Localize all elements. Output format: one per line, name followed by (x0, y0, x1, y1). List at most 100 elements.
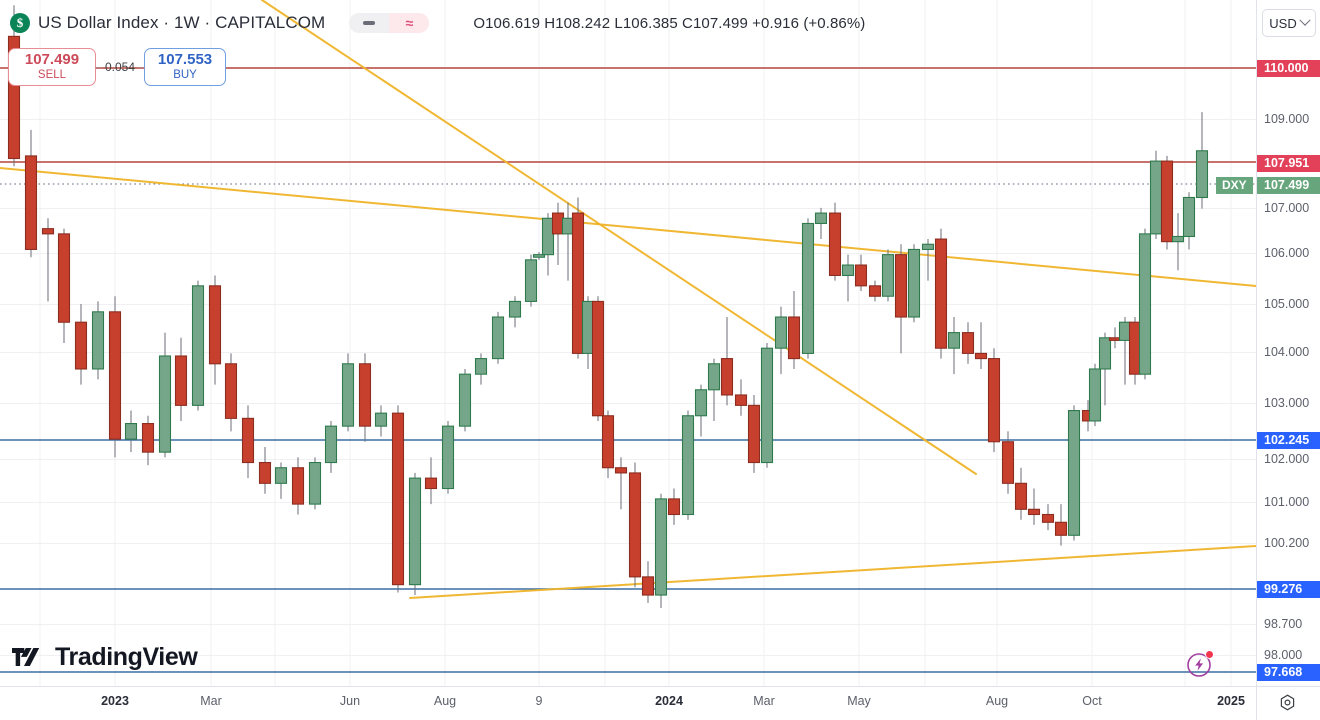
candle (358, 353, 372, 442)
candle (1160, 155, 1174, 250)
price-badge[interactable]: 102.245 (1257, 432, 1320, 449)
candle (787, 291, 801, 369)
price-tick: 101.000 (1264, 495, 1310, 509)
candle (987, 348, 1001, 453)
candlestick-series (7, 5, 1209, 609)
candle (921, 239, 935, 281)
price-badge[interactable]: 107.951 (1257, 155, 1320, 172)
buy-price: 107.553 (157, 50, 213, 68)
candle (1171, 213, 1185, 271)
candle (814, 207, 828, 240)
candle (667, 488, 681, 525)
candle (24, 129, 38, 258)
candle (408, 472, 422, 596)
candle (641, 561, 655, 603)
spread-value: 0.054 (94, 60, 146, 74)
time-tick: 2023 (101, 694, 129, 708)
candle (681, 410, 695, 520)
price-tick: 104.000 (1264, 345, 1310, 359)
candle (1098, 332, 1112, 406)
price-level-lines[interactable] (0, 67, 1256, 673)
time-tick: Mar (753, 694, 775, 708)
series-legend-badge[interactable]: DXY (1216, 177, 1253, 194)
chart-plot-area[interactable] (0, 0, 1256, 686)
candle (1149, 150, 1163, 240)
candle (1138, 228, 1152, 380)
candle (1027, 488, 1041, 525)
candlestick-chart (0, 0, 1256, 686)
candle (141, 415, 155, 466)
sell-button[interactable]: 107.499 SELL (8, 47, 96, 86)
price-badge[interactable]: 99.276 (1257, 581, 1320, 598)
candle (551, 202, 565, 266)
buy-label: BUY (173, 68, 197, 81)
price-badge[interactable]: 97.668 (1257, 664, 1320, 681)
realtime-lightning-icon[interactable] (1186, 650, 1214, 678)
candle (654, 493, 668, 609)
candle (614, 457, 628, 510)
currency-selector[interactable]: USD (1262, 9, 1316, 37)
price-scale[interactable]: 109.000 107.000 106.000 105.000 104.000 103.0… (1256, 0, 1320, 686)
time-scale[interactable]: 2023 Mar Jun Aug 9 2024 Mar May Aug Oct 2025 (0, 686, 1320, 720)
notification-dot-icon (1205, 650, 1214, 659)
candle (324, 420, 338, 473)
candle (707, 358, 721, 421)
grid-lines (0, 119, 1256, 656)
candle (581, 296, 595, 369)
candle (694, 384, 708, 437)
candle (474, 353, 488, 385)
candle (1041, 504, 1055, 531)
candle (801, 218, 815, 359)
time-tick: Aug (433, 694, 457, 708)
candle (241, 405, 255, 479)
time-tick: Mar (200, 694, 222, 708)
price-tick: 98.000 (1264, 648, 1303, 662)
candle (1128, 317, 1142, 385)
candle (91, 301, 105, 380)
price-badge[interactable]: 107.499 (1257, 177, 1320, 194)
time-tick: Jun (339, 694, 361, 708)
candle (881, 249, 895, 302)
currency-value: USD (1269, 15, 1297, 31)
price-tick: 98.700 (1264, 617, 1303, 631)
price-tick: 107.000 (1264, 201, 1310, 215)
candle (291, 457, 305, 515)
candle (491, 311, 505, 364)
lightning-bolt-icon (1187, 653, 1211, 677)
candle (961, 322, 975, 364)
candle (524, 254, 538, 307)
tradingview-mark-icon (12, 648, 40, 666)
time-tick: Aug (985, 694, 1009, 708)
price-tick: 109.000 (1264, 112, 1310, 126)
tradingview-wordmark: TradingView (55, 643, 198, 671)
order-widget[interactable]: 107.499 SELL 0.054 107.553 BUY (8, 46, 227, 88)
time-tick: 9 (535, 694, 543, 708)
price-tick: 106.000 (1264, 246, 1310, 260)
candle (561, 202, 575, 281)
trend-lines[interactable] (0, 0, 1256, 599)
candle (341, 353, 355, 432)
candle (224, 353, 238, 432)
candle (571, 197, 585, 359)
candle (1088, 363, 1102, 427)
candle (508, 296, 522, 328)
candle (907, 244, 921, 323)
candle (720, 317, 734, 406)
candle (391, 405, 405, 593)
buy-button[interactable]: 107.553 BUY (144, 47, 227, 86)
candle (1195, 112, 1209, 209)
candle (41, 218, 55, 302)
candle (947, 317, 961, 375)
candle (374, 405, 388, 437)
candle (174, 337, 188, 421)
time-tick: May (847, 694, 871, 708)
candle (258, 446, 272, 494)
price-badge[interactable]: 110.000 (1257, 60, 1320, 77)
candle (158, 332, 172, 458)
chart-settings-button[interactable] (1277, 693, 1298, 714)
chevron-down-icon (1299, 14, 1311, 26)
candle (628, 462, 642, 588)
candle (591, 296, 605, 421)
candle (1014, 467, 1028, 520)
candle (124, 410, 138, 453)
